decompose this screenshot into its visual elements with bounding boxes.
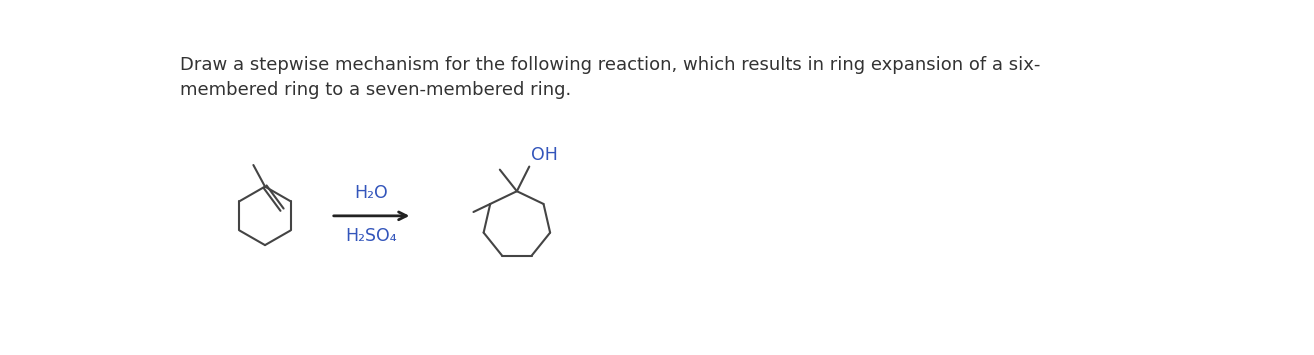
Text: Draw a stepwise mechanism for the following reaction, which results in ring expa: Draw a stepwise mechanism for the follow… [180, 56, 1041, 74]
Text: OH: OH [531, 146, 557, 164]
Text: H₂O: H₂O [355, 184, 389, 202]
Text: H₂SO₄: H₂SO₄ [346, 228, 397, 245]
Text: membered ring to a seven-membered ring.: membered ring to a seven-membered ring. [180, 81, 572, 99]
